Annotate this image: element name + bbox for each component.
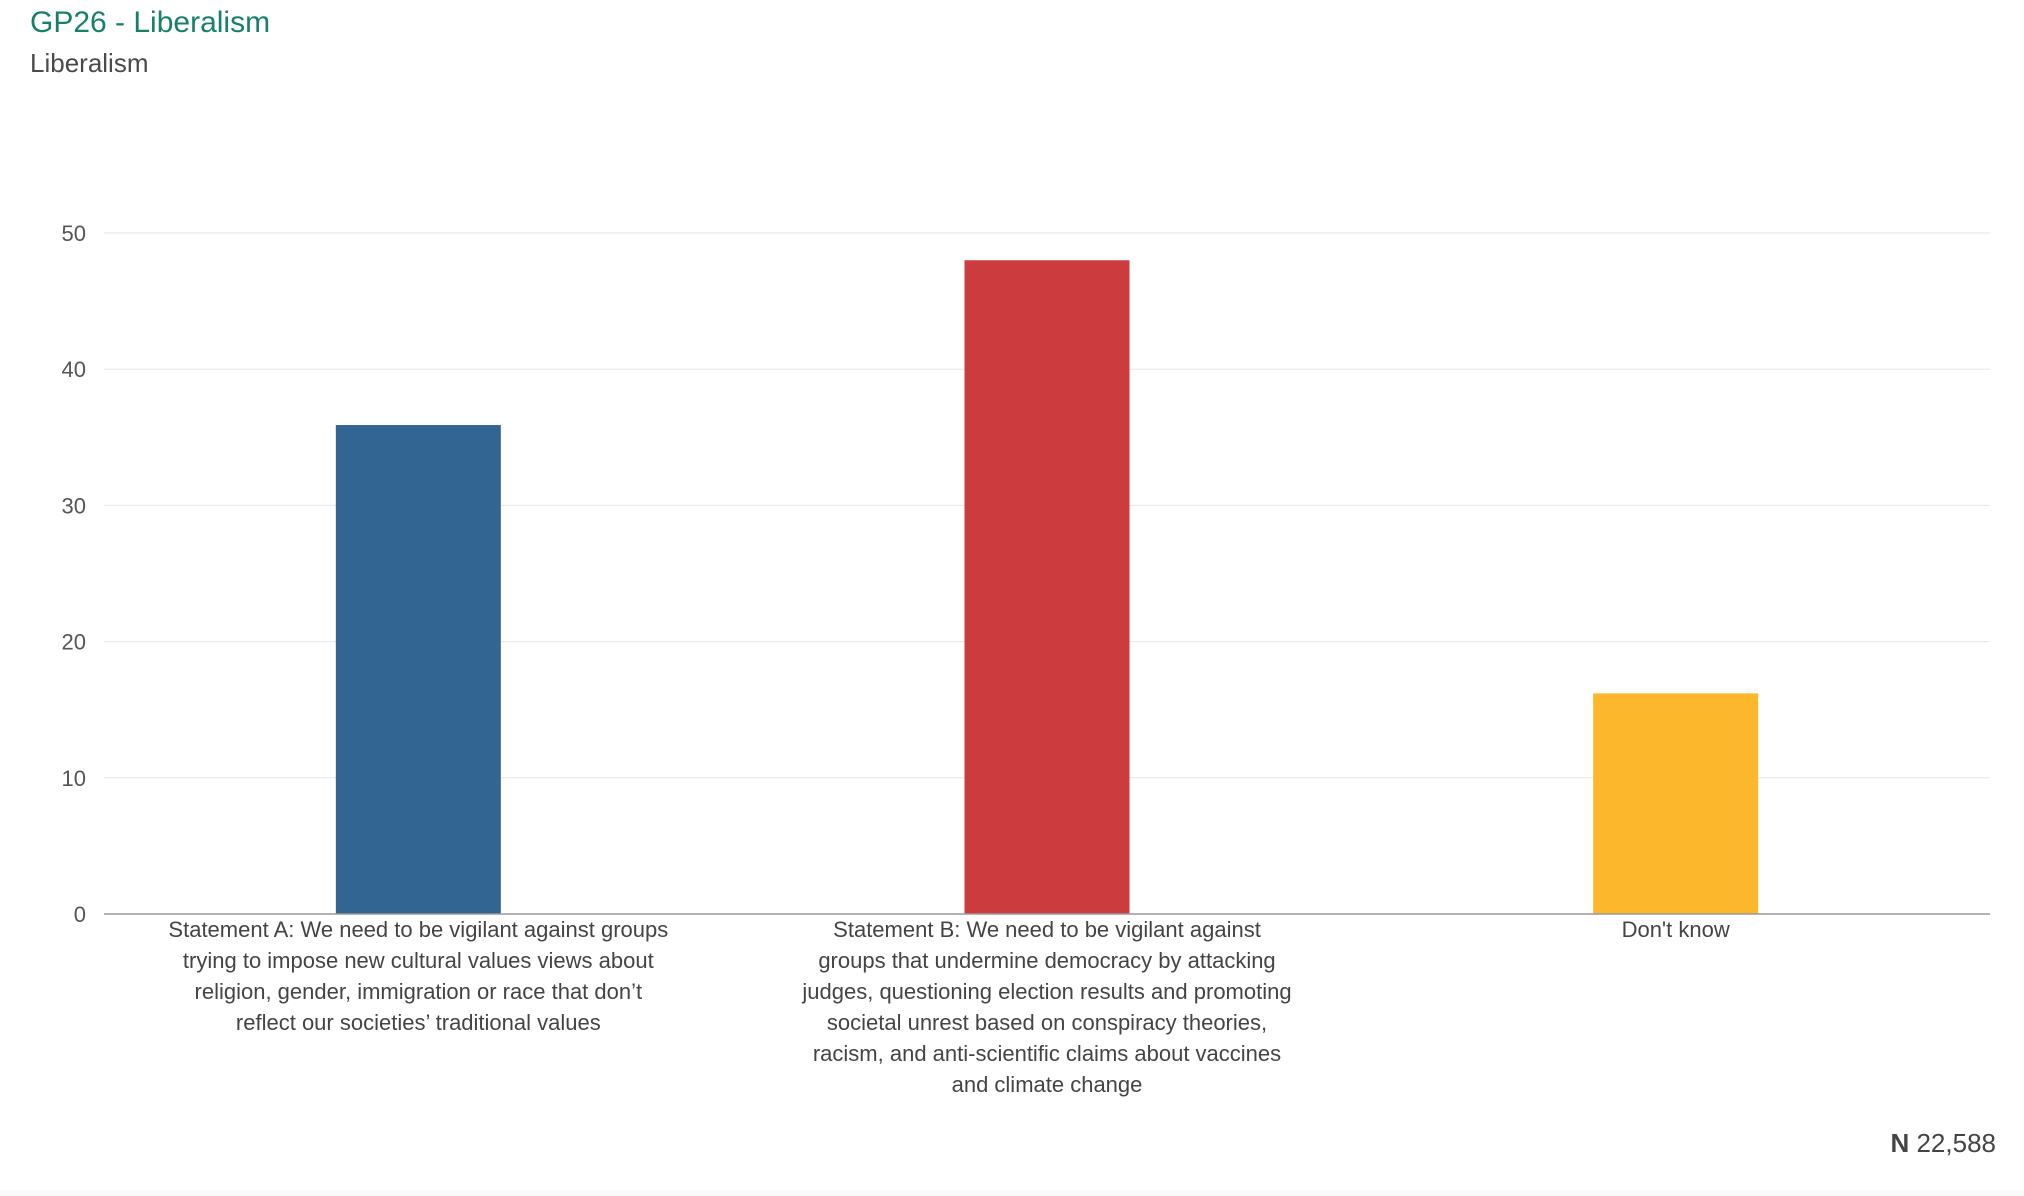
sample-size-label: N [1890,1128,1910,1158]
bar [335,425,501,914]
y-tick-label: 30 [62,493,86,518]
y-tick-label: 0 [74,902,86,927]
y-tick-label: 40 [62,357,86,382]
y-tick-label: 10 [62,766,86,791]
bottom-divider [0,1190,2024,1196]
sample-size-value: 22,588 [1916,1128,1996,1158]
x-category-label: Statement A: We need to be vigilant agai… [168,917,669,1035]
sample-size: N 22,588 [1890,1128,1996,1159]
y-tick-label: 20 [62,630,86,655]
bar [1593,693,1759,914]
chart-subtitle: Liberalism [30,48,149,78]
y-tick-label: 50 [62,221,86,246]
chart-title: GP26 - Liberalism [30,6,271,39]
x-category-label: Statement B: We need to be vigilant agai… [802,917,1292,1097]
x-category-label: Don't know [1621,917,1730,942]
bar [964,260,1130,914]
